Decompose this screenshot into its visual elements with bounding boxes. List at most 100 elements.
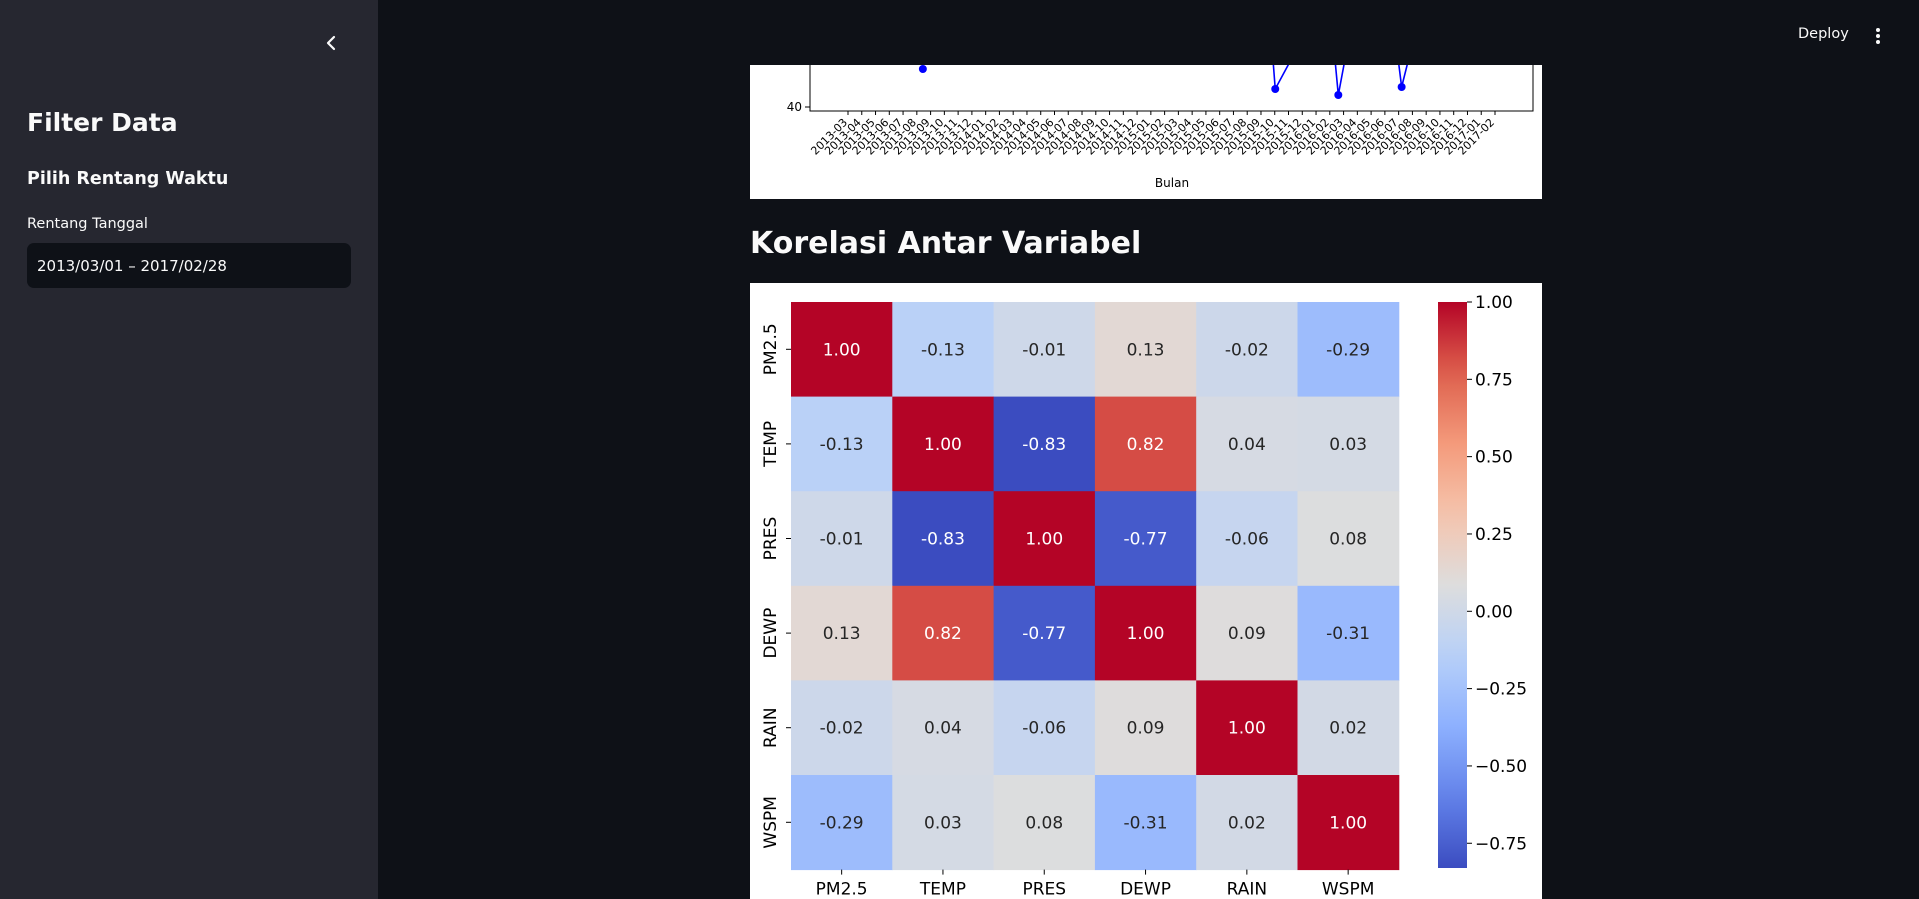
cell-value-label: 0.82 [1127,435,1165,455]
cell-value-label: -0.13 [820,435,864,455]
cell-value-label: 0.08 [1025,813,1063,833]
cell-value-label: 1.00 [1329,813,1367,833]
heatmap-cell [791,396,893,492]
cell-value-label: -0.13 [921,340,965,360]
cell-value-label: -0.77 [1022,624,1066,644]
heatmap-cell [1094,585,1197,681]
data-point [1397,83,1406,91]
heatmap-cell [993,396,1096,492]
data-point [1271,85,1280,93]
heatmap-cell [993,585,1096,681]
cell-value-label: 0.03 [1329,435,1367,455]
cell-value-label: -0.01 [1022,340,1066,360]
column-label: DEWP [1120,880,1171,899]
heatmap-cell [892,680,995,776]
cell-value-label: -0.29 [820,813,864,833]
cell-value-label: -0.06 [1022,719,1066,739]
cell-value-label: 0.02 [1228,813,1266,833]
heatmap-cell [1094,775,1197,871]
series-line [1334,65,1345,96]
deploy-button[interactable]: Deploy [1798,26,1849,42]
y-tick-label: 40 [787,100,802,114]
heatmap-cell [993,680,1096,776]
cell-value-label: -0.01 [820,530,864,550]
heatmap-cell [993,775,1096,871]
cell-value-label: 1.00 [924,435,962,455]
heatmap-cell [791,585,893,681]
cell-value-label: -0.83 [1022,435,1066,455]
heatmap-cell [791,680,893,776]
kebab-dot-icon [1876,28,1880,32]
column-label: TEMP [919,880,966,899]
date-range-input[interactable]: 2013/03/01 – 2017/02/28 [27,243,351,288]
heatmap-cell [892,585,995,681]
sidebar-subtitle: Pilih Rentang Waktu [27,169,229,189]
cell-value-label: -0.02 [1225,340,1269,360]
cell-value-label: -0.31 [1326,624,1370,644]
cell-value-label: -0.29 [1326,340,1370,360]
row-label: PM2.5 [761,323,781,375]
cell-value-label: -0.83 [921,530,965,550]
heatmap-cell [1297,396,1400,492]
cell-value-label: -0.31 [1124,813,1168,833]
heatmap-cell [892,396,995,492]
heatmap-cell [1297,302,1400,398]
correlation-heatmap: 1.00 -0.13 -0.01 0.13 -0.02 -0.29 -0.13 1.00 -0.… [750,283,1542,899]
colorbar-tick-label: 1.00 [1475,293,1513,313]
colorbar-tick-label: −0.50 [1475,757,1527,777]
heatmap-cell [1094,491,1197,587]
sidebar: Filter Data Pilih Rentang Waktu Rentang … [0,0,378,899]
cell-value-label: 1.00 [1025,530,1063,550]
heatmap-cell [1094,680,1197,776]
cell-value-label: -0.77 [1124,530,1168,550]
kebab-dot-icon [1876,34,1880,38]
sidebar-title: Filter Data [27,108,178,137]
colorbar-tick-label: 0.00 [1475,602,1513,622]
heatmap-cell [993,302,1096,398]
heatmap-cell [791,491,893,587]
heatmap-cell [892,491,995,587]
cell-value-label: -0.02 [820,719,864,739]
date-range-label: Rentang Tanggal [27,216,148,232]
cell-value-label: 0.13 [823,624,861,644]
heatmap-cell [1094,302,1197,398]
colorbar-tick-label: −0.75 [1475,834,1527,854]
heatmap-cell [1196,775,1298,871]
cell-value-label: 0.09 [1127,719,1165,739]
x-axis-label: Bulan [1155,176,1189,190]
colorbar [1438,302,1467,868]
data-point [1334,91,1343,99]
cell-value-label: 1.00 [1127,624,1165,644]
main-menu-button[interactable] [1868,26,1888,46]
column-label: PM2.5 [816,880,868,899]
colorbar-tick-label: 0.75 [1475,370,1513,390]
cell-value-label: 0.09 [1228,624,1266,644]
colorbar-tick-label: 0.50 [1475,448,1513,468]
row-label: WSPM [761,796,781,849]
cell-value-label: 0.08 [1329,530,1367,550]
cell-value-label: 0.03 [924,813,962,833]
heatmap-svg: 1.00 -0.13 -0.01 0.13 -0.02 -0.29 -0.13 1.00 -0.… [761,293,1527,899]
heatmap-cell [1196,302,1298,398]
heatmap-cell [1297,491,1400,587]
row-label: DEWP [761,608,781,659]
line-chart-svg: 402013-032013-042013-052013-062013-07201… [787,65,1534,190]
heatmap-cell [892,302,995,398]
heatmap-cell [892,775,995,871]
heatmap-cell [1196,680,1298,776]
column-label: RAIN [1227,880,1267,899]
data-point [918,65,927,73]
colorbar-tick-label: −0.25 [1475,680,1527,700]
cell-value-label: 1.00 [823,340,861,360]
column-label: PRES [1022,880,1066,899]
heatmap-cell [1297,585,1400,681]
colorbar-tick-label: 0.25 [1475,525,1513,545]
cell-value-label: -0.06 [1225,530,1269,550]
heatmap-cell [993,491,1096,587]
row-label: PRES [761,517,781,561]
cell-value-label: 1.00 [1228,719,1266,739]
heatmap-cell [791,775,893,871]
cell-value-label: 0.82 [924,624,962,644]
heatmap-cell [1196,585,1298,681]
collapse-sidebar-button[interactable] [318,30,344,56]
